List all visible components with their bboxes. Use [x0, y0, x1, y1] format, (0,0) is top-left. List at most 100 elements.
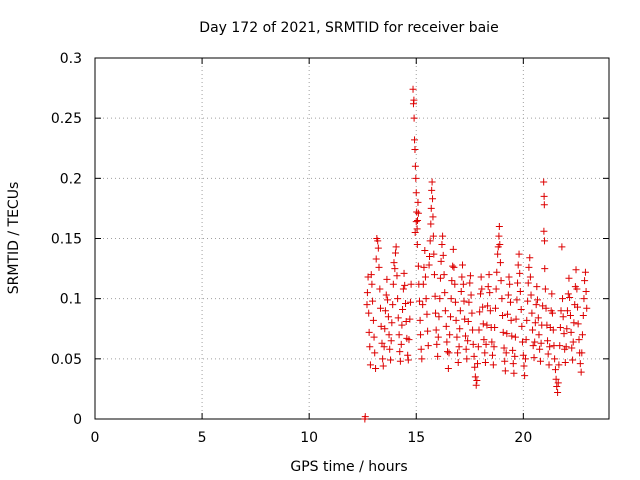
data-point: [464, 337, 472, 345]
data-point: [386, 345, 394, 353]
data-point: [499, 312, 507, 320]
data-point: [361, 413, 369, 421]
data-point: [411, 162, 419, 170]
data-point: [499, 328, 507, 336]
data-point: [429, 195, 437, 203]
data-point: [369, 316, 377, 324]
data-point: [469, 340, 477, 348]
data-point: [414, 209, 422, 217]
data-point: [468, 309, 476, 317]
data-point: [432, 326, 440, 334]
data-point: [566, 312, 574, 320]
data-point: [509, 346, 517, 354]
data-point: [382, 291, 390, 299]
data-point: [524, 279, 532, 287]
data-point: [406, 298, 414, 306]
data-point: [377, 322, 385, 330]
data-point: [518, 338, 526, 346]
data-point: [444, 364, 452, 372]
data-point: [384, 313, 392, 321]
data-point: [397, 340, 405, 348]
data-point: [545, 361, 553, 369]
data-point: [514, 261, 522, 269]
data-point: [469, 326, 477, 334]
x-tick-label: 5: [198, 430, 207, 446]
data-point: [477, 290, 484, 298]
data-point: [521, 355, 529, 363]
data-point: [507, 316, 515, 324]
data-point: [556, 324, 564, 332]
y-tick-label: 0.3: [60, 51, 82, 67]
x-tick-label: 15: [407, 430, 425, 446]
data-point: [526, 273, 534, 281]
data-point: [479, 303, 487, 311]
data-point: [541, 285, 549, 293]
data-point: [423, 310, 431, 318]
data-point: [413, 241, 421, 249]
data-point: [396, 348, 404, 356]
data-point: [402, 299, 410, 307]
data-point: [426, 253, 434, 261]
data-point: [484, 302, 492, 310]
data-point: [396, 357, 404, 365]
data-point: [418, 355, 426, 363]
data-point: [447, 295, 455, 303]
data-point: [454, 349, 462, 357]
data-point: [510, 369, 518, 377]
data-point: [389, 301, 397, 309]
data-point: [452, 316, 460, 324]
data-point: [488, 351, 496, 359]
data-point: [548, 290, 556, 298]
data-point: [451, 280, 459, 288]
data-point: [544, 350, 552, 358]
data-point: [524, 297, 532, 305]
data-point: [410, 114, 418, 122]
data-point: [536, 357, 544, 365]
data-point: [413, 225, 421, 233]
data-point: [394, 314, 402, 322]
data-point: [461, 315, 469, 323]
data-point: [411, 145, 419, 153]
data-point: [563, 325, 571, 333]
data-point: [368, 280, 376, 288]
data-point: [391, 265, 399, 273]
data-point: [463, 355, 471, 363]
data-point: [485, 271, 493, 279]
data-point: [536, 345, 544, 353]
data-point: [569, 338, 577, 346]
data-point: [379, 362, 387, 370]
data-point: [480, 336, 488, 344]
data-point: [449, 262, 457, 270]
data-point: [513, 296, 521, 304]
data-point: [495, 232, 503, 240]
data-point: [458, 273, 466, 281]
data-point: [578, 349, 586, 357]
data-point: [435, 313, 443, 321]
data-point: [430, 250, 438, 258]
data-point: [428, 178, 436, 186]
data-point: [436, 274, 444, 282]
data-point: [387, 337, 395, 345]
data-point: [509, 360, 517, 368]
data-point: [445, 349, 453, 357]
data-point: [489, 361, 497, 369]
data-point: [540, 178, 548, 186]
data-point: [437, 257, 445, 265]
data-point: [413, 208, 421, 216]
data-point: [365, 328, 373, 336]
data-point: [533, 296, 541, 304]
data-point: [419, 280, 427, 288]
data-point: [526, 254, 534, 262]
data-point: [417, 345, 425, 353]
data-point: [529, 342, 537, 350]
data-point: [422, 295, 430, 303]
data-point: [436, 295, 444, 303]
data-point: [501, 367, 509, 375]
data-point: [551, 366, 559, 374]
data-point: [416, 316, 424, 324]
data-point: [398, 321, 406, 329]
data-point: [575, 336, 583, 344]
data-point: [385, 331, 393, 339]
data-point: [486, 289, 494, 297]
data-point: [573, 285, 581, 293]
